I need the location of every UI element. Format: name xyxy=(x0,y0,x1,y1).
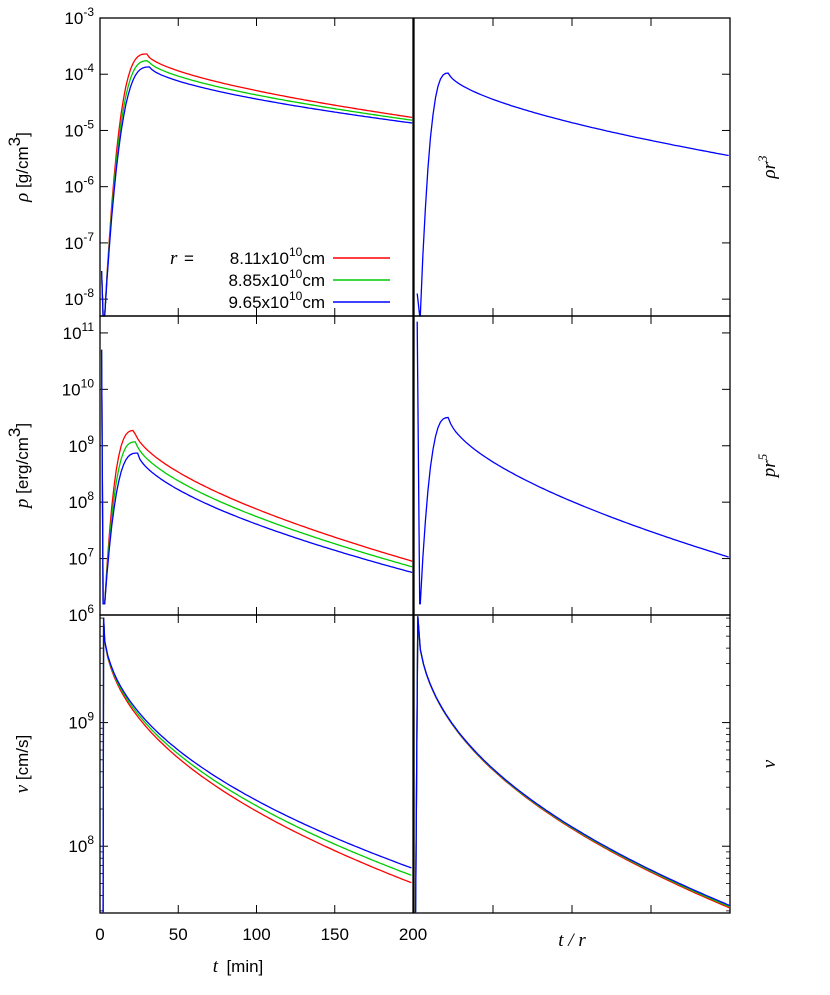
svg-text:t [min]: t [min] xyxy=(213,956,264,977)
ylabel-velocity: v [cm/s] xyxy=(12,735,33,794)
ytick-label-velocity: 109 xyxy=(68,710,94,733)
series-line-pressure-2 xyxy=(100,349,413,605)
ylabel-right-density: ρr3 xyxy=(755,155,780,180)
xtick-label: 100 xyxy=(242,925,270,944)
ytick-label-velocity: 108 xyxy=(68,833,94,856)
series-line-right-pressure-0 xyxy=(416,321,729,605)
ytick-label-pressure: 108 xyxy=(68,489,94,512)
series-line-right-velocity-2 xyxy=(414,616,731,914)
ytick-label-pressure: 106 xyxy=(68,602,94,625)
ytick-label-density: 10-7 xyxy=(64,230,94,253)
ytick-label-pressure: 107 xyxy=(68,546,94,569)
right-panels: ρr3 pr5 v xyxy=(413,17,780,914)
series-line-right-velocity-1 xyxy=(414,616,731,914)
ytick-label-density: 10-5 xyxy=(64,117,94,140)
series-line-density-1 xyxy=(100,60,413,317)
left-xlabel: t [min] xyxy=(213,956,264,977)
series-line-right-velocity-0 xyxy=(414,616,731,914)
left-xlabel-unit: [min] xyxy=(226,957,263,976)
ylabel-pressure: p [erg/cm3] xyxy=(5,423,33,510)
panel-right-velocity xyxy=(413,614,731,914)
xtick-label: 150 xyxy=(321,925,349,944)
ytick-label-pressure: 1010 xyxy=(62,376,95,399)
legend-entry-label: 8.85x1010cm xyxy=(228,267,325,290)
series-line-velocity-0 xyxy=(102,617,412,914)
xtick-label: 0 xyxy=(95,925,104,944)
series-line-velocity-1 xyxy=(102,617,412,914)
ylabel-right-velocity: v xyxy=(759,759,780,768)
panel-left-velocity xyxy=(99,614,414,914)
series-line-right-density-0 xyxy=(416,72,729,317)
panel-right-pressure xyxy=(413,315,731,616)
ylabel-right-pressure: pr5 xyxy=(755,453,780,479)
ylabel-density: ρ [g/cm3] xyxy=(5,132,33,203)
series-line-pressure-0 xyxy=(100,349,413,605)
series-line-density-0 xyxy=(100,53,413,317)
ytick-label-density: 10-8 xyxy=(64,286,94,309)
legend-entry-label: 9.65x1010cm xyxy=(228,289,325,312)
xtick-label: 200 xyxy=(399,925,427,944)
left-panels: 10-3 10-4 10-5 10-6 10-7 10-8 ρ [g/cm3] 1011 101… xyxy=(5,5,427,944)
panel-left-pressure xyxy=(99,315,414,616)
xtick-label: 50 xyxy=(169,925,188,944)
series-line-pressure-1 xyxy=(100,349,413,605)
right-xlabel: t / r xyxy=(558,930,586,951)
legend-entry-label: 8.11x1010cm xyxy=(230,245,325,268)
ytick-label-density: 10-4 xyxy=(64,61,94,84)
left-xlabel-var: t xyxy=(213,956,219,977)
ytick-label-density: 10-3 xyxy=(64,5,94,28)
ytick-label-density: 10-6 xyxy=(64,174,94,197)
legend-r-symbol: r xyxy=(170,248,178,269)
panel-right-density xyxy=(413,17,731,317)
legend-prefix: = xyxy=(184,249,194,268)
ytick-label-pressure: 1011 xyxy=(63,320,95,343)
ytick-label-pressure: 109 xyxy=(68,433,94,456)
series-line-density-2 xyxy=(100,66,413,317)
series-line-velocity-2 xyxy=(102,617,412,914)
